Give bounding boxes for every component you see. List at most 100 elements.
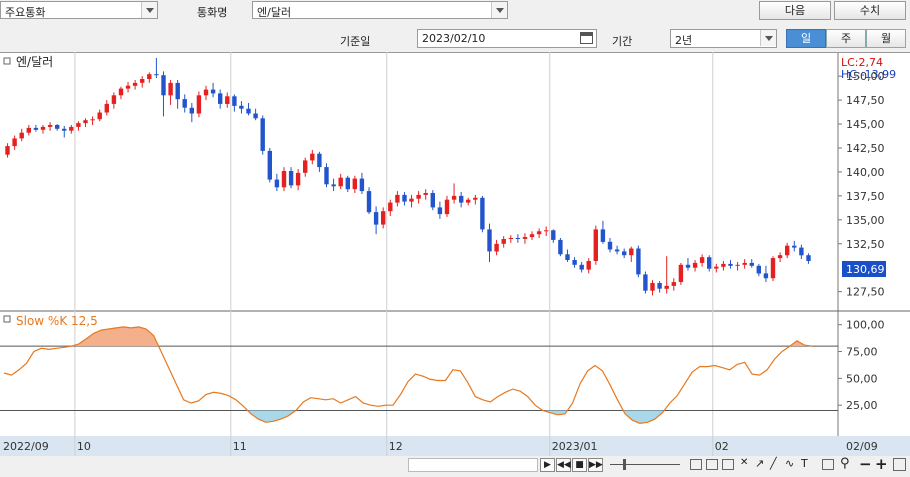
chart-svg: 150,00 147,50 145,00 142,50 140,00 137,50 135,… xyxy=(0,52,910,456)
currency-select-value: 엔/달러 xyxy=(257,6,292,19)
candle-body xyxy=(629,248,634,256)
candle-body xyxy=(225,96,230,104)
candle-body xyxy=(607,241,613,250)
candle-body xyxy=(558,239,563,255)
chart-area[interactable]: 150,00 147,50 145,00 142,50 140,00 137,50 135,… xyxy=(0,52,910,456)
slow-k-line xyxy=(3,326,813,425)
current-price-value: 130,69 xyxy=(846,263,885,276)
candle-body xyxy=(749,262,754,266)
candle-body xyxy=(473,197,478,200)
zoom-slider[interactable] xyxy=(610,464,680,465)
candle-body xyxy=(203,89,209,96)
candle-body xyxy=(359,178,365,192)
chart-scrollbar[interactable] xyxy=(408,458,538,472)
chevron-down-icon[interactable] xyxy=(491,2,507,18)
candle-body xyxy=(650,283,655,291)
candle-body xyxy=(232,96,237,106)
candle-body xyxy=(175,82,180,100)
candle-body xyxy=(600,229,606,242)
scroll-right-icon[interactable]: ▶ xyxy=(540,458,555,472)
candle-body xyxy=(310,153,315,161)
candle-body xyxy=(140,79,145,83)
zoom-out-icon[interactable]: − xyxy=(859,455,872,473)
chevron-down-icon[interactable] xyxy=(141,2,157,18)
price-panel-title: 엔/달러 xyxy=(16,55,53,69)
search-icon[interactable]: ⚲ xyxy=(840,456,850,471)
candle-body xyxy=(799,247,804,256)
candle-body xyxy=(770,258,776,279)
restore-icon[interactable] xyxy=(893,458,906,471)
candle-body xyxy=(161,75,166,96)
y-tick-label: 25,00 xyxy=(846,399,878,412)
currency-select[interactable]: 엔/달러 xyxy=(252,1,508,19)
fast-forward-icon[interactable]: ▶▶ xyxy=(588,458,603,472)
candle-body xyxy=(182,99,187,108)
panel-toggle-icon[interactable] xyxy=(3,315,11,323)
candle-body xyxy=(657,283,662,289)
date-label: 기준일 xyxy=(340,35,371,48)
candle-body xyxy=(671,282,676,286)
candle-body xyxy=(218,93,223,104)
y-tick-label: 145,00 xyxy=(846,118,885,131)
window-icon[interactable] xyxy=(722,459,734,470)
panel-toggle-icon[interactable] xyxy=(3,57,11,65)
candle-body xyxy=(785,245,790,256)
window-icon[interactable] xyxy=(690,459,702,470)
crosshair-icon[interactable]: ✕ xyxy=(740,457,749,468)
tab-weekly[interactable]: 주 xyxy=(826,29,866,48)
draw-icon[interactable]: ∿ xyxy=(785,457,795,470)
candle-body xyxy=(692,262,698,268)
category-select[interactable]: 주요통화 xyxy=(0,1,158,19)
candle-body xyxy=(494,243,499,252)
candle-body xyxy=(317,153,322,168)
candle-body xyxy=(721,263,726,267)
candle-body xyxy=(551,230,556,240)
candle-body xyxy=(210,89,216,94)
tab-monthly[interactable]: 월 xyxy=(866,29,906,48)
candle-body xyxy=(373,212,379,225)
candle-body xyxy=(466,199,471,203)
candle-body xyxy=(345,177,350,190)
currency-label: 통화명 xyxy=(197,6,228,19)
rewind-icon[interactable]: ◀◀ xyxy=(556,458,571,472)
zoom-slider-handle[interactable] xyxy=(623,459,626,470)
candle-body xyxy=(196,95,202,114)
candle-body xyxy=(586,261,591,270)
candle-body xyxy=(12,138,17,147)
window-icon[interactable] xyxy=(706,459,718,470)
candle-body xyxy=(352,178,357,190)
candle-body xyxy=(699,257,705,263)
candle-body xyxy=(508,238,513,239)
candle-body xyxy=(423,193,428,195)
category-select-value: 주요통화 xyxy=(5,6,46,19)
settings-icon[interactable] xyxy=(822,459,834,470)
candle-body xyxy=(529,234,535,238)
text-tool-icon[interactable]: T xyxy=(801,457,808,470)
tab-daily[interactable]: 일 xyxy=(786,29,826,48)
lc-value: LC:2,74 xyxy=(841,56,883,69)
candle-body xyxy=(444,199,450,215)
candle-body xyxy=(253,113,258,119)
bottom-toolbar: ▶ ◀◀ ■ ▶▶ ✕ ↗ ╱ ∿ T ⚲ − + xyxy=(0,455,910,477)
candle-body xyxy=(388,202,393,212)
line-icon[interactable]: ╱ xyxy=(770,457,777,470)
trendline-icon[interactable]: ↗ xyxy=(755,457,765,470)
candle-body xyxy=(267,150,272,180)
candle-body xyxy=(777,255,783,259)
chevron-down-icon[interactable] xyxy=(760,30,776,46)
zoom-in-icon[interactable]: + xyxy=(875,455,888,473)
period-select[interactable]: 2년 xyxy=(670,29,777,48)
calendar-icon[interactable] xyxy=(580,32,593,44)
numeric-button[interactable]: 수치 xyxy=(834,1,906,20)
date-input[interactable]: 2023/02/10 xyxy=(417,29,597,48)
stop-icon[interactable]: ■ xyxy=(572,458,587,472)
candle-body xyxy=(381,211,386,225)
candle-body xyxy=(90,119,95,121)
y-tick-label: 100,00 xyxy=(846,319,885,332)
next-button[interactable]: 다음 xyxy=(759,1,831,20)
candle-body xyxy=(147,74,152,79)
candle-body xyxy=(239,105,244,109)
candle-body xyxy=(806,255,811,261)
candle-body xyxy=(62,128,67,131)
candle-body xyxy=(622,251,627,256)
